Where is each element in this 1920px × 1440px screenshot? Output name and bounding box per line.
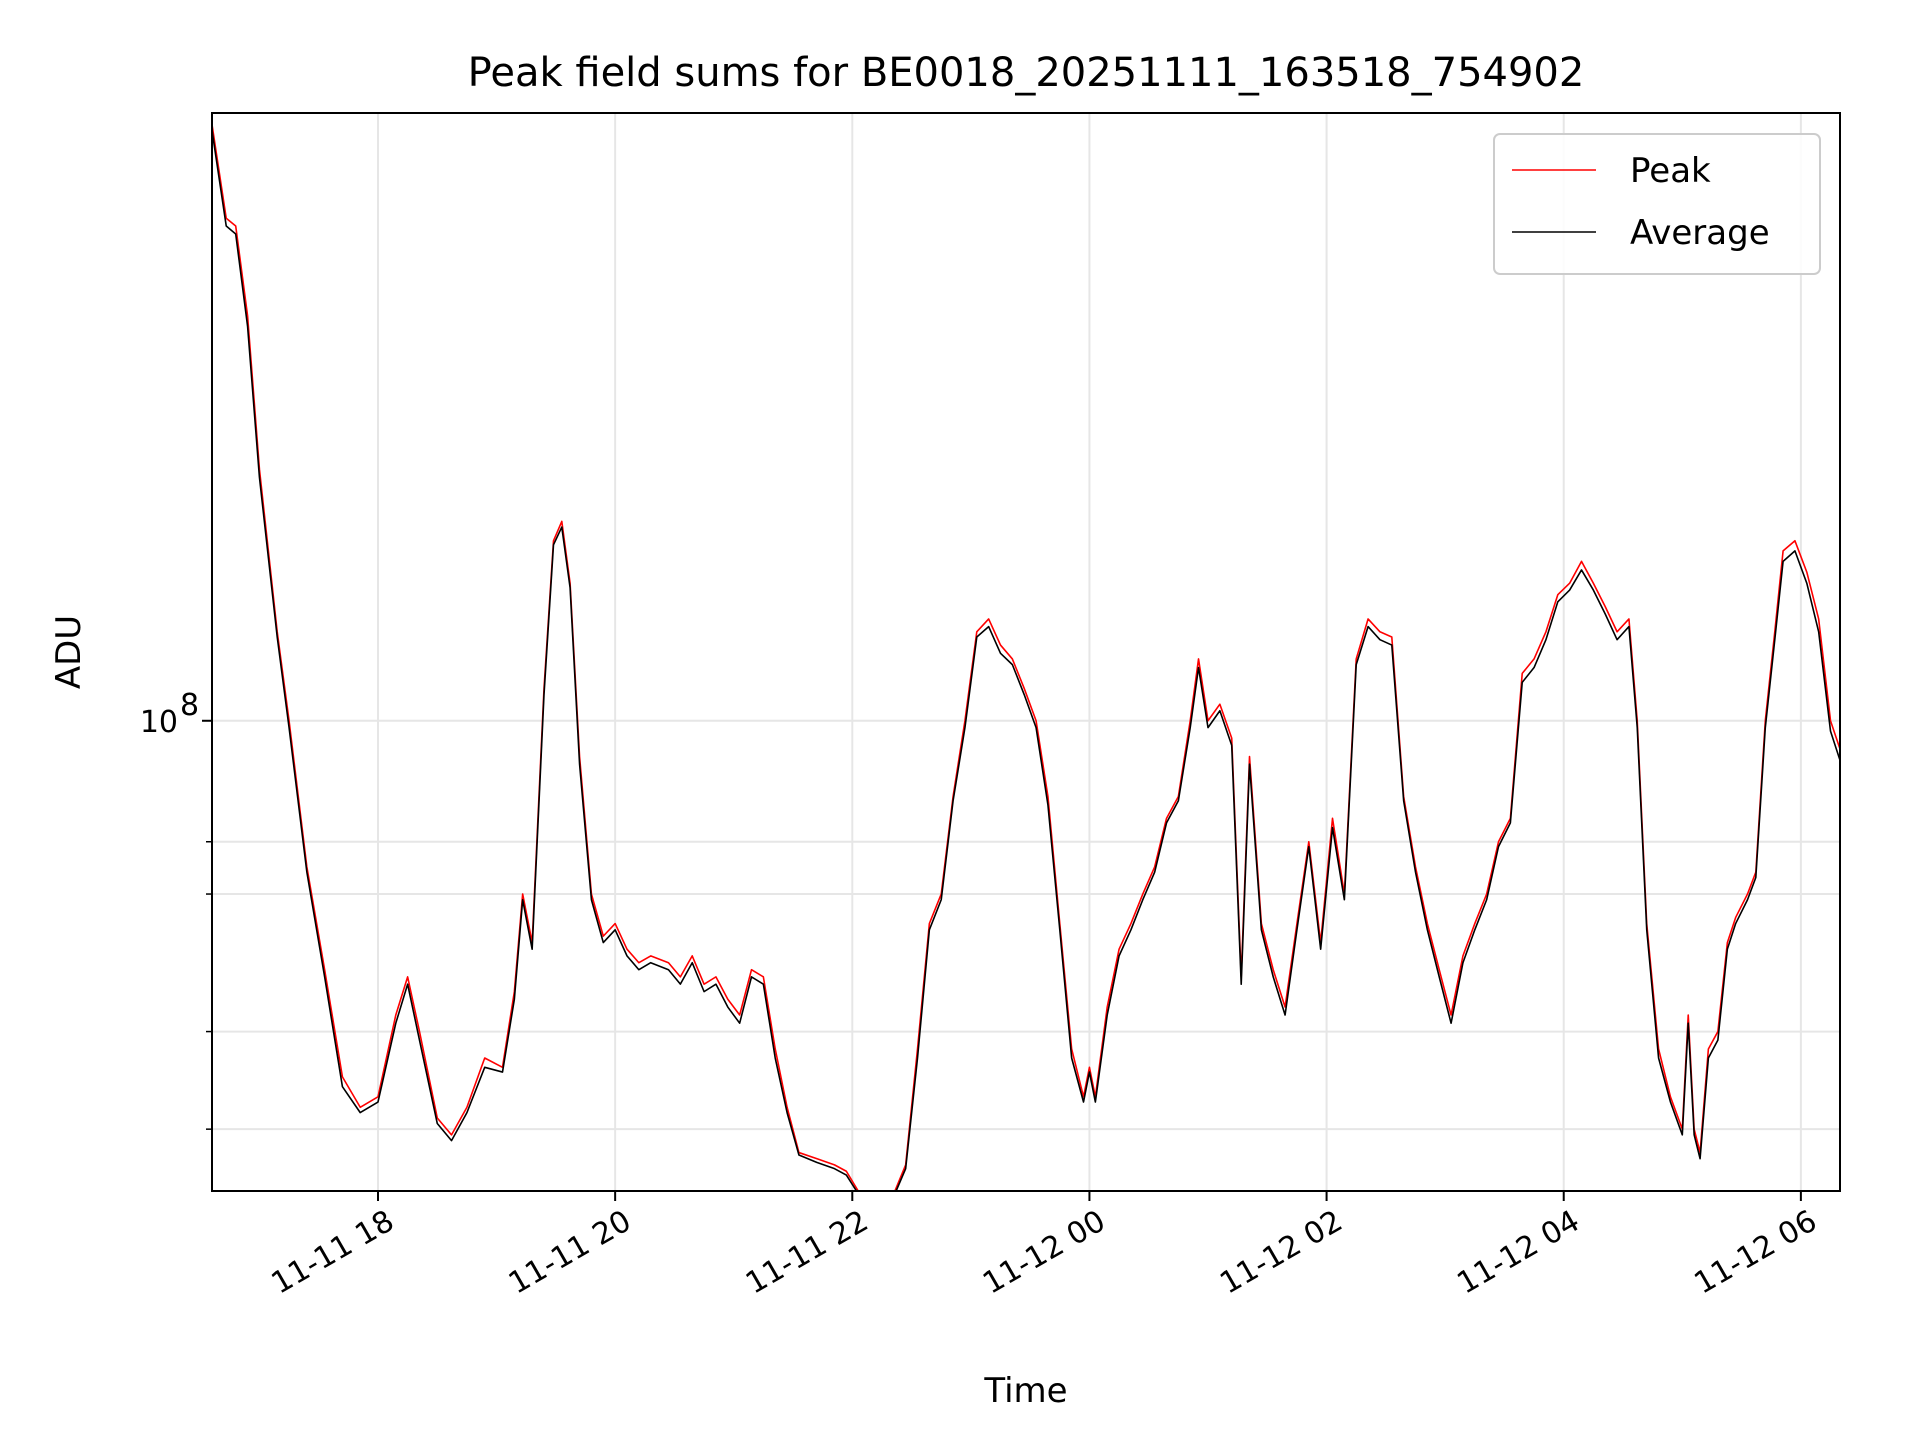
legend-label-average: Average [1630,213,1770,253]
y-tick-label: 10 [140,705,178,740]
x-axis-label: Time [983,1371,1067,1411]
y-ticks: 10 8 [140,688,212,1130]
series-line-average [212,130,1840,1191]
series-lines [212,124,1840,1191]
y-tick-label-exponent: 8 [180,688,199,723]
chart-title: Peak field sums for BE0018_20251111_1635… [468,50,1585,96]
legend-label-peak: Peak [1630,151,1711,191]
plot-frame [211,112,1841,1192]
grid [212,113,1840,1191]
legend: Peak Average [1493,133,1821,275]
legend-box [1493,133,1821,275]
y-axis-label: ADU [49,615,89,689]
